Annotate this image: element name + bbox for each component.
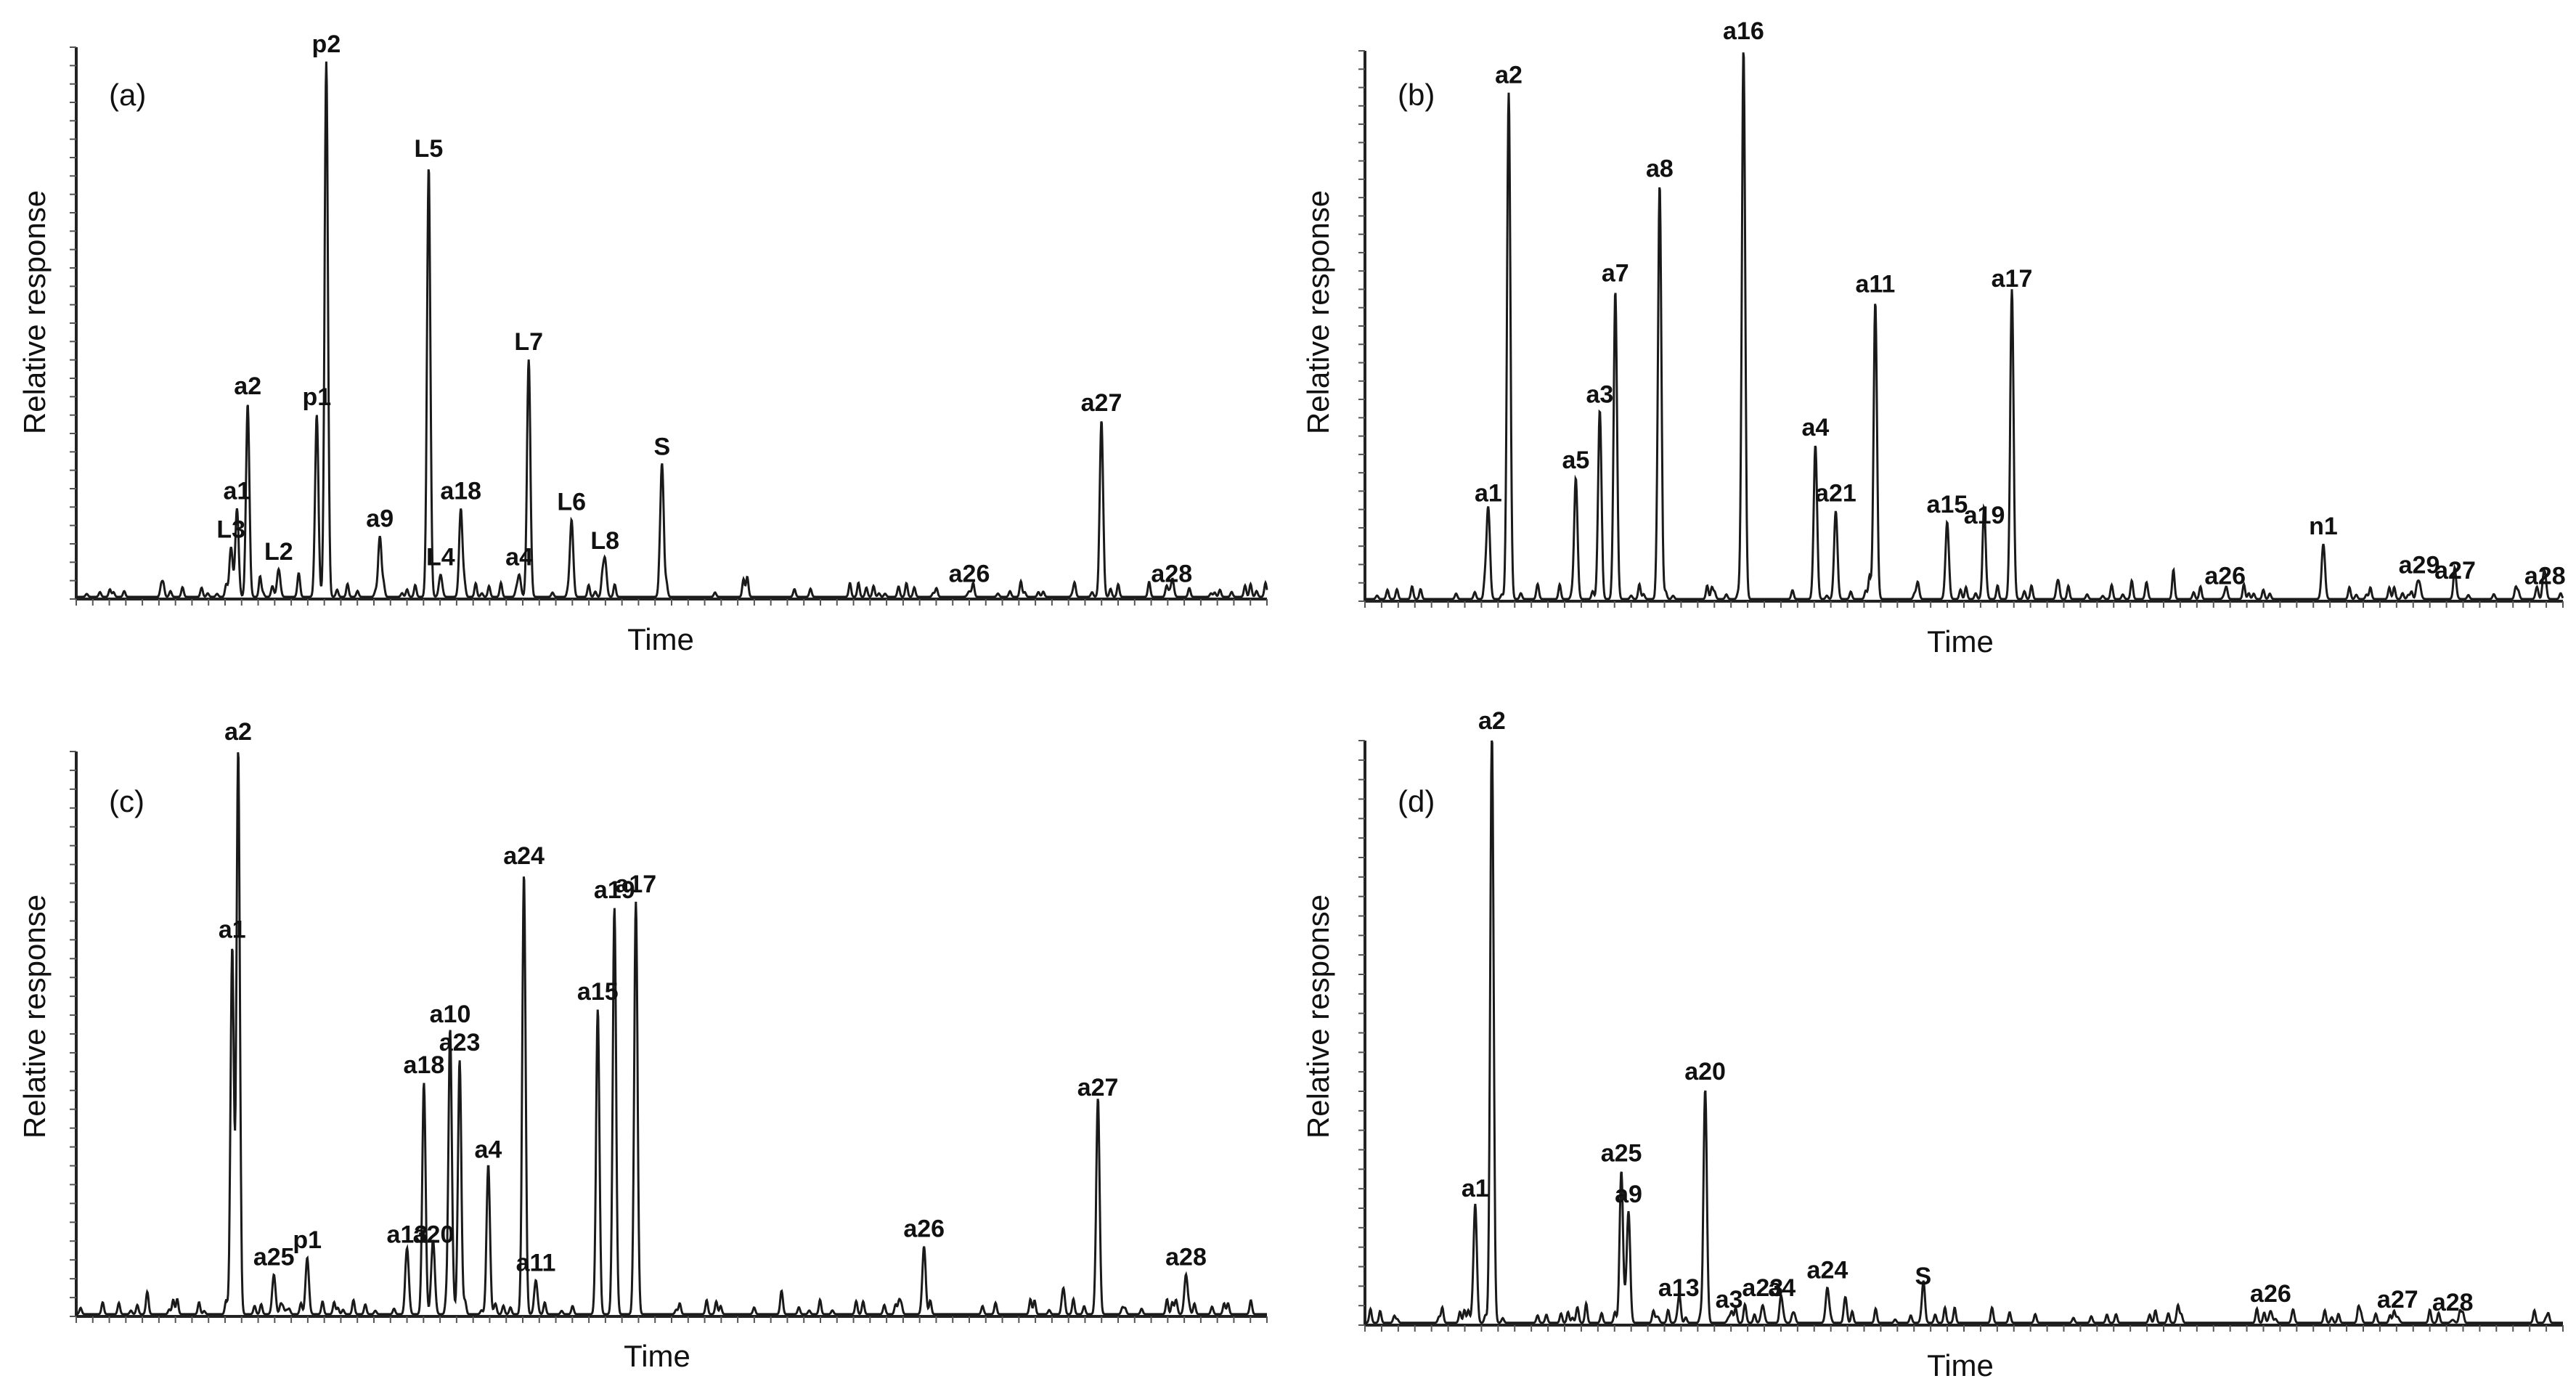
- peak-label: a13: [1658, 1274, 1700, 1302]
- peak-label: a3: [1716, 1286, 1743, 1313]
- peak-label: a3: [1586, 380, 1613, 408]
- peak-label: a27: [2377, 1286, 2418, 1313]
- peak-label: a28: [2524, 562, 2566, 590]
- peak-label: a16: [1723, 17, 1764, 45]
- peak-label: a27: [2434, 557, 2476, 585]
- x-axis-title: Time: [624, 1339, 690, 1373]
- peak-label: L4: [426, 544, 455, 571]
- peak-label: a11: [1855, 271, 1895, 298]
- peak-label: a23: [1742, 1274, 1783, 1302]
- peak-label: a26: [949, 560, 990, 587]
- peak-label: a25: [1601, 1140, 1642, 1168]
- peak-label: a19: [594, 876, 635, 904]
- peak-label: a1: [219, 916, 246, 943]
- peak-label: a5: [1562, 447, 1589, 474]
- peak-label: a17: [615, 871, 656, 898]
- peak-label: S: [1915, 1263, 1932, 1290]
- peak-label: L7: [514, 328, 543, 356]
- peak-label: a20: [1684, 1058, 1726, 1086]
- chromatogram-trace: [1365, 740, 2563, 1324]
- chromatogram-trace: [76, 752, 1267, 1316]
- panel-label: (a): [109, 78, 146, 112]
- peak-label: a28: [2432, 1289, 2474, 1316]
- peak-label: a20: [413, 1221, 455, 1248]
- peak-label: a21: [1815, 480, 1856, 508]
- peak-label: a15: [577, 978, 619, 1006]
- peak-label: p1: [293, 1226, 322, 1254]
- peak-label: a28: [1151, 560, 1192, 587]
- peak-label: a28: [1165, 1244, 1207, 1271]
- peak-label: n1: [2309, 513, 2338, 540]
- peak-label: a1: [223, 477, 250, 505]
- peak-label: a18: [404, 1051, 445, 1079]
- peak-label: p2: [312, 30, 341, 58]
- peak-label: a11: [516, 1249, 556, 1276]
- peak-label: a10: [430, 1001, 471, 1028]
- peak-label: a13: [387, 1221, 428, 1248]
- y-axis-title: Relative response: [1301, 190, 1335, 434]
- y-axis-title: Relative response: [17, 895, 52, 1139]
- panel-label: (c): [109, 784, 144, 818]
- peak-label: a26: [903, 1215, 945, 1243]
- peak-label: a4: [1801, 414, 1829, 441]
- peak-label: a17: [1992, 265, 2033, 293]
- peak-label: a26: [2250, 1280, 2291, 1308]
- peak-label: a29: [2399, 551, 2440, 579]
- peak-label: a18: [440, 477, 481, 505]
- peak-label: a27: [1077, 1074, 1119, 1101]
- peak-label: a27: [1081, 389, 1122, 417]
- peak-label: L8: [590, 527, 619, 555]
- peak-label: L5: [415, 135, 444, 163]
- y-axis-title: Relative response: [17, 190, 52, 434]
- peak-label: L3: [216, 516, 245, 544]
- peak-label: a24: [503, 842, 545, 870]
- peak-label: L2: [264, 538, 293, 566]
- chromatogram-trace: [1365, 52, 2564, 600]
- peak-label: a4: [505, 544, 533, 571]
- peak-label: a2: [224, 718, 252, 746]
- x-axis-title: Time: [1927, 1348, 1994, 1382]
- peak-label: a26: [2204, 562, 2246, 590]
- panel-label: (d): [1398, 784, 1435, 818]
- panel-label: (b): [1398, 78, 1435, 112]
- peak-label: a15: [1927, 491, 1968, 518]
- chromatogram-trace: [76, 61, 1268, 598]
- peak-label: a25: [253, 1244, 295, 1271]
- peak-label: L6: [557, 489, 586, 516]
- peak-label: a8: [1646, 155, 1674, 183]
- peak-label: a2: [234, 372, 261, 400]
- peak-label: p1: [302, 383, 331, 411]
- x-axis-title: Time: [1927, 624, 1994, 659]
- peak-label: a24: [1807, 1257, 1849, 1284]
- peak-label: a1: [1462, 1175, 1489, 1202]
- peak-label: a2: [1478, 707, 1506, 735]
- peak-label: a4: [474, 1136, 502, 1164]
- peak-label: a1: [1475, 480, 1502, 508]
- peak-label: a9: [366, 505, 394, 532]
- peak-label: a2: [1495, 62, 1523, 89]
- peak-label: S: [654, 433, 671, 461]
- x-axis-title: Time: [627, 622, 694, 656]
- peak-label: a9: [1615, 1181, 1642, 1208]
- peak-label: a19: [1964, 502, 2005, 529]
- peak-label: a7: [1602, 260, 1629, 288]
- peak-label: a4: [1768, 1274, 1796, 1302]
- y-axis-title: Relative response: [1301, 895, 1335, 1139]
- peak-label: a23: [439, 1029, 481, 1056]
